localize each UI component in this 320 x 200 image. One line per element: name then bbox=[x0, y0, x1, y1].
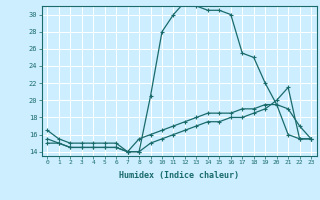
X-axis label: Humidex (Indice chaleur): Humidex (Indice chaleur) bbox=[119, 171, 239, 180]
